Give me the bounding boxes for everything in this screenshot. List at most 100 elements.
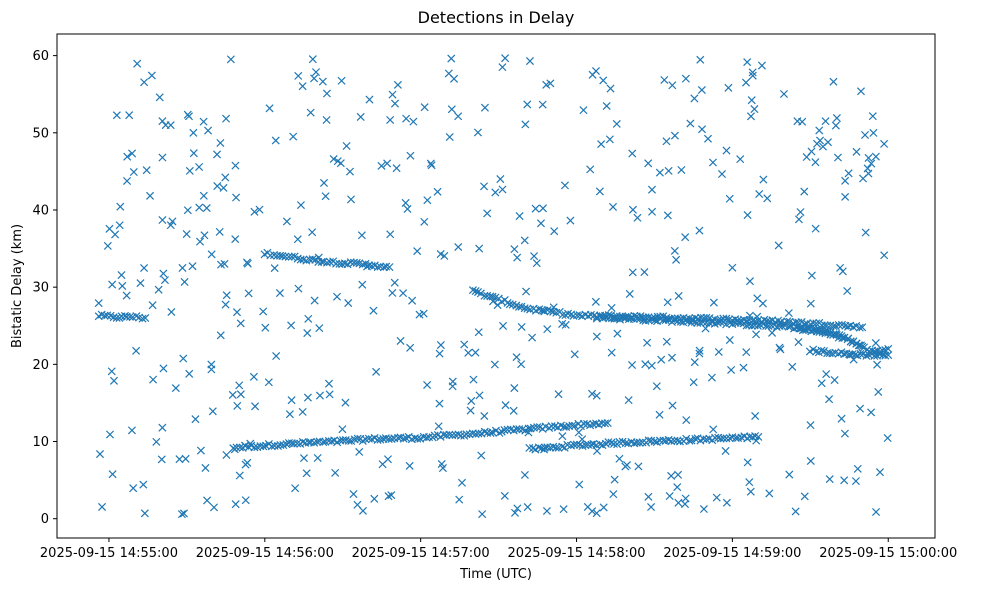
- data-point: [344, 436, 353, 445]
- data-point: [363, 262, 372, 271]
- data-point: [160, 276, 169, 285]
- data-point: [496, 175, 505, 184]
- data-point: [308, 255, 317, 264]
- data-point: [697, 85, 706, 95]
- x-tick-label: 2025-09-15 14:57:00: [352, 546, 490, 561]
- data-point: [382, 262, 391, 271]
- data-point: [668, 401, 677, 410]
- data-point: [728, 263, 737, 272]
- data-point: [871, 339, 880, 348]
- data-point: [724, 83, 733, 92]
- data-point: [390, 278, 399, 287]
- data-point: [313, 453, 322, 463]
- data-point: [579, 419, 588, 428]
- data-point: [349, 490, 358, 499]
- data-point: [699, 504, 708, 514]
- data-point: [500, 491, 509, 500]
- data-point: [122, 176, 132, 186]
- data-point: [559, 505, 568, 514]
- data-point: [136, 279, 145, 288]
- data-point: [378, 460, 387, 469]
- data-point: [570, 440, 579, 449]
- data-point: [657, 355, 666, 364]
- data-point: [189, 128, 198, 137]
- data-point: [539, 306, 548, 315]
- data-point: [748, 68, 757, 77]
- data-point: [816, 136, 825, 145]
- data-point: [533, 423, 542, 432]
- data-point: [597, 140, 606, 149]
- data-point: [189, 149, 198, 158]
- data-point: [129, 168, 138, 177]
- data-point: [270, 264, 279, 273]
- data-point: [261, 323, 270, 332]
- data-point: [154, 285, 163, 294]
- data-point: [118, 281, 127, 290]
- data-point: [287, 396, 296, 405]
- data-point: [281, 252, 290, 261]
- y-tick-label: 40: [32, 203, 49, 218]
- data-point: [791, 507, 800, 516]
- data-point: [310, 296, 319, 305]
- data-point: [542, 506, 551, 516]
- data-point: [745, 478, 754, 487]
- data-point: [236, 319, 245, 328]
- data-point: [615, 454, 624, 463]
- data-point: [235, 471, 244, 480]
- data-point: [640, 268, 649, 277]
- data-point: [779, 89, 789, 99]
- data-point: [315, 391, 324, 400]
- data-point: [743, 458, 752, 467]
- data-point: [825, 475, 834, 484]
- data-point: [522, 287, 531, 296]
- data-point: [419, 309, 428, 318]
- data-point: [513, 253, 522, 262]
- data-point: [846, 337, 855, 346]
- data-point: [403, 204, 412, 214]
- data-point: [314, 253, 323, 262]
- data-point: [699, 318, 708, 327]
- data-point: [476, 289, 485, 298]
- data-point: [701, 324, 710, 333]
- data-point: [520, 470, 529, 480]
- data-point: [668, 81, 677, 90]
- data-point: [828, 349, 837, 358]
- data-point: [853, 464, 862, 473]
- data-point: [748, 71, 757, 80]
- data-point: [215, 227, 224, 236]
- data-point: [352, 258, 361, 267]
- data-point: [652, 382, 661, 391]
- data-point: [480, 411, 489, 421]
- data-point: [586, 310, 595, 319]
- data-point: [800, 187, 809, 196]
- data-point: [861, 130, 870, 139]
- data-point: [672, 255, 681, 264]
- data-point: [337, 76, 346, 85]
- data-point: [191, 415, 200, 424]
- data-point: [687, 318, 696, 327]
- data-point: [251, 402, 260, 411]
- data-point: [625, 289, 634, 298]
- data-point: [168, 217, 177, 226]
- x-tick-label: 2025-09-15 15:00:00: [819, 546, 957, 561]
- data-point: [199, 117, 208, 126]
- data-point: [291, 484, 300, 493]
- data-point: [856, 87, 865, 96]
- data-point: [884, 351, 893, 360]
- data-point: [821, 329, 830, 338]
- data-point: [455, 495, 464, 504]
- data-point: [512, 353, 521, 362]
- data-point: [278, 252, 287, 261]
- data-point: [438, 464, 447, 473]
- data-point: [752, 436, 761, 445]
- data-points: [94, 54, 893, 519]
- data-point: [817, 379, 826, 388]
- data-point: [751, 411, 760, 421]
- data-point: [831, 121, 840, 130]
- data-point: [621, 462, 630, 471]
- data-point: [95, 450, 105, 459]
- data-point: [460, 340, 469, 349]
- data-point: [185, 369, 194, 378]
- data-point: [365, 95, 374, 104]
- data-point: [480, 103, 489, 112]
